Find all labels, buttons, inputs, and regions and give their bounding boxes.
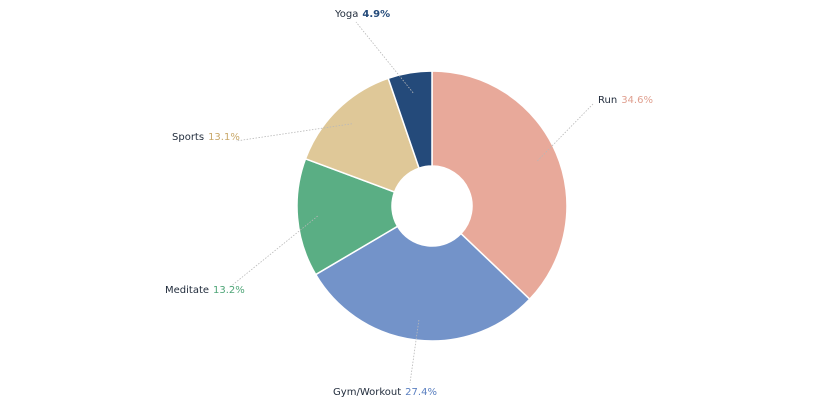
category-label: Meditate (165, 285, 209, 296)
leader-line (537, 103, 594, 162)
slice (296, 157, 399, 276)
category-label: Run (598, 95, 617, 106)
value-label: 27.4% (405, 387, 437, 398)
value-label: 4.9% (362, 9, 390, 20)
slice (304, 77, 420, 193)
slice (431, 70, 568, 301)
slice-label: Gym/Workout 27.4% (333, 387, 437, 398)
slice-label: Yoga 4.9% (334, 9, 390, 20)
slice-label: Sports 13.1% (172, 132, 240, 143)
slice-label: Meditate 13.2% (165, 285, 245, 296)
leader-line (355, 21, 414, 94)
category-label: Yoga (334, 9, 358, 20)
slice (387, 70, 433, 170)
value-label: 13.1% (208, 132, 240, 143)
leader-line (229, 215, 318, 288)
slice (314, 225, 531, 342)
value-label: 13.2% (213, 285, 245, 296)
value-label: 34.6% (621, 95, 653, 106)
category-label: Gym/Workout (333, 387, 401, 398)
slice-label: Run 34.6% (598, 95, 653, 106)
category-label: Sports (172, 132, 204, 143)
